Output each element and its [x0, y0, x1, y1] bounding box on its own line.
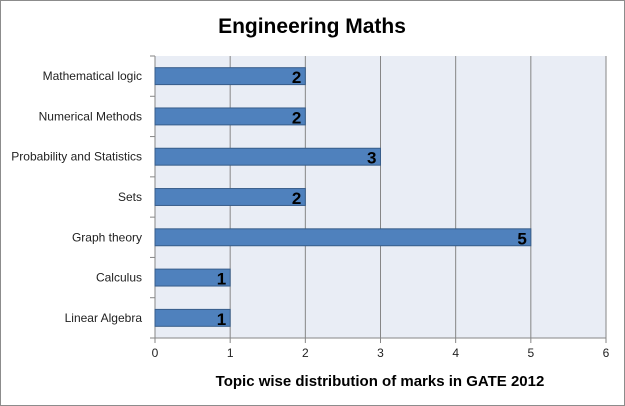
x-tick-label: 1: [227, 346, 234, 360]
bar: [154, 147, 381, 166]
data-label: 2: [292, 108, 301, 127]
x-tick-label: 2: [302, 346, 309, 360]
bar: [154, 228, 532, 247]
category-label: Numerical Methods: [39, 109, 142, 123]
bar: [154, 67, 306, 86]
category-label: Calculus: [96, 271, 142, 285]
category-label: Linear Algebra: [65, 311, 143, 325]
x-tick-label: 3: [377, 346, 384, 360]
x-tick-label: 5: [527, 346, 534, 360]
bar: [154, 268, 231, 287]
data-label: 1: [217, 270, 226, 289]
data-label: 2: [292, 68, 301, 87]
x-axis-label: Topic wise distribution of marks in GATE…: [216, 373, 545, 390]
x-tick-label: 4: [452, 346, 459, 360]
bar: [154, 308, 231, 327]
chart-title: Engineering Maths: [218, 15, 406, 38]
data-label: 2: [292, 189, 301, 208]
data-label: 3: [367, 149, 376, 168]
category-label: Graph theory: [72, 230, 142, 244]
x-tick-label: 6: [603, 346, 610, 360]
x-tick-label: 0: [152, 346, 159, 360]
data-label: 1: [217, 310, 226, 329]
category-label: Probability and Statistics: [11, 150, 142, 164]
plot-area: 0 1 2 3 4 5 6 Mathematical logic 2 Numerical Meth…: [11, 55, 610, 360]
category-label: Sets: [118, 190, 142, 204]
data-label: 5: [517, 229, 526, 248]
bar: [154, 188, 306, 206]
category-label: Mathematical logic: [43, 69, 142, 83]
bar: [154, 107, 306, 126]
